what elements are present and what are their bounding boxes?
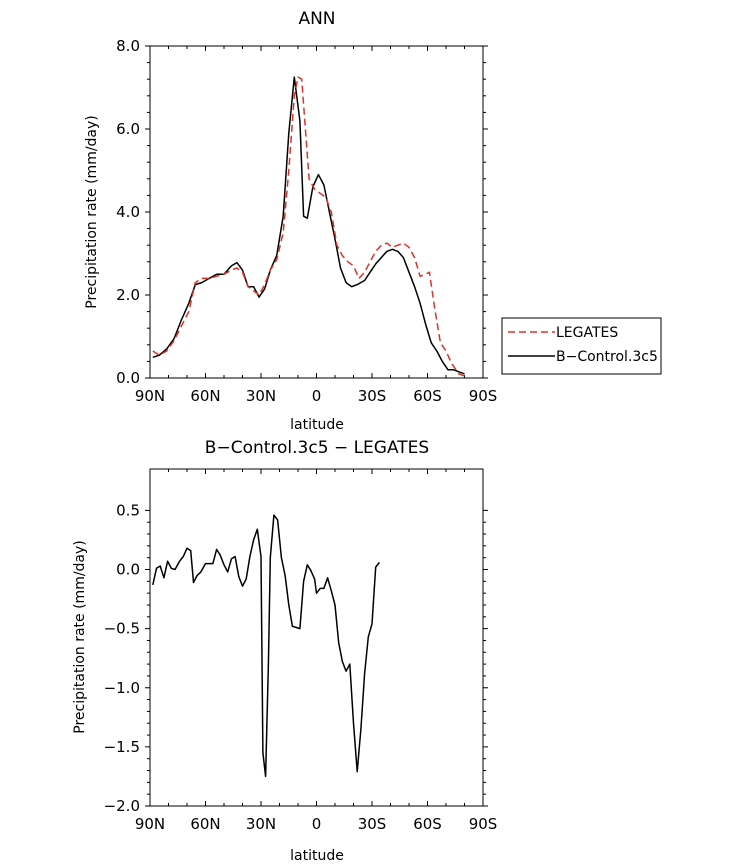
bottom-y-axis-label: Precipitation rate (mm/day) <box>72 540 88 734</box>
legend-label-b-control: B−Control.3c5 <box>556 349 658 365</box>
bottom-ticks: 90N 60N 30N 0 30S 60S 90S −2.0 −1.5 −1.0 −0.5 0.0 0.… <box>104 469 498 833</box>
bottom-y-tick-label: 0.5 <box>116 501 140 519</box>
bottom-x-tick-label: 60N <box>190 815 220 833</box>
top-x-tick-label: 30N <box>246 387 276 405</box>
bottom-y-tick-label: −2.0 <box>104 797 140 815</box>
bottom-panel: B−Control.3c5 − LEGATES 90N 60N 30N 0 30S 60S… <box>72 438 497 864</box>
top-y-tick-label: 2.0 <box>116 286 140 304</box>
top-y-tick-label: 0.0 <box>116 369 140 387</box>
legend-label-legates: LEGATES <box>556 325 618 341</box>
bottom-series-line-b-control-3c5-legates <box>152 514 380 778</box>
top-series-line-legates <box>152 76 465 377</box>
bottom-x-tick-label: 90S <box>469 815 498 833</box>
top-series <box>152 76 465 377</box>
top-x-axis-label: latitude <box>290 417 344 433</box>
top-chart-title: ANN <box>298 9 335 29</box>
bottom-y-tick-label: −1.5 <box>104 738 140 756</box>
legend: LEGATES B−Control.3c5 <box>501 317 662 375</box>
bottom-y-tick-label: −0.5 <box>104 620 140 638</box>
bottom-chart-title: B−Control.3c5 − LEGATES <box>205 438 429 458</box>
top-y-tick-label: 8.0 <box>116 37 140 55</box>
top-y-tick-label: 4.0 <box>116 203 140 221</box>
bottom-y-tick-label: 0.0 <box>116 561 140 579</box>
top-x-tick-label: 60N <box>190 387 220 405</box>
bottom-plot-frame <box>149 468 484 807</box>
bottom-y-tick-label: −1.0 <box>104 679 140 697</box>
top-panel: ANN 90N 60N 30N 0 30S 60S 90S 0.0 2.0 4.0 6.0 8.0 l… <box>84 9 497 433</box>
top-x-tick-label: 90S <box>469 387 498 405</box>
bottom-x-tick-label: 90N <box>135 815 165 833</box>
top-y-axis-label: Precipitation rate (mm/day) <box>84 115 100 309</box>
bottom-x-axis-label: latitude <box>290 848 344 864</box>
bottom-x-tick-label: 60S <box>413 815 442 833</box>
top-series-line-b-control-3c5 <box>152 76 465 375</box>
bottom-x-tick-label: 30N <box>246 815 276 833</box>
top-ticks: 90N 60N 30N 0 30S 60S 90S 0.0 2.0 4.0 6.0 8.0 <box>116 37 497 405</box>
top-plot-frame <box>149 45 484 379</box>
bottom-x-tick-label: 30S <box>358 815 387 833</box>
legend-box <box>501 317 662 375</box>
top-x-tick-label: 30S <box>358 387 387 405</box>
top-y-tick-label: 6.0 <box>116 120 140 138</box>
top-x-tick-label: 90N <box>135 387 165 405</box>
bottom-x-tick-label: 0 <box>312 815 322 833</box>
bottom-series <box>152 514 380 778</box>
top-x-tick-label: 60S <box>413 387 442 405</box>
top-x-tick-label: 0 <box>312 387 322 405</box>
